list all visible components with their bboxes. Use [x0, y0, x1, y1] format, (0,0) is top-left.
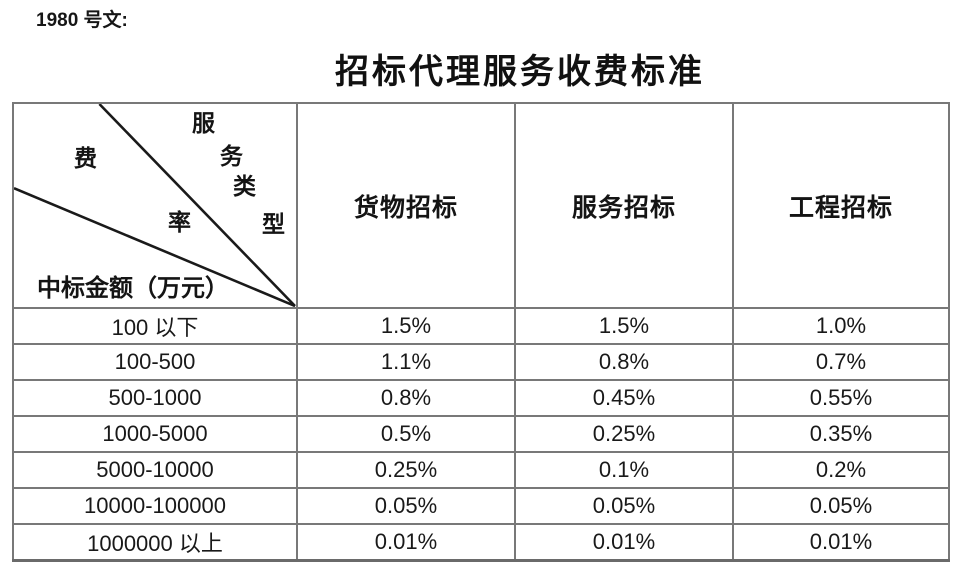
rate-cell-goods: 1.5% — [296, 307, 516, 345]
fee-standard-table: 服 务 类 型 费 率 中标金额（万元） 货物招标 服务招标 工程招标 100 … — [12, 102, 950, 562]
rate-cell-goods: 0.5% — [296, 415, 516, 453]
doc-ref-label: 1980 号文: — [36, 10, 128, 31]
row-label-amount-range: 10000-100000 — [12, 487, 298, 525]
rate-cell-goods: 0.25% — [296, 451, 516, 489]
diagonal-divider-lines — [14, 104, 296, 307]
rate-cell-service: 0.05% — [514, 487, 734, 525]
row-label-amount-range: 500-1000 — [12, 379, 298, 417]
table-row: 10000-100000 0.05% 0.05% 0.05% — [12, 487, 950, 525]
row-label-amount-range: 100 以下 — [12, 307, 298, 345]
rate-cell-goods: 0.01% — [296, 523, 516, 562]
table-row: 1000-5000 0.5% 0.25% 0.35% — [12, 415, 950, 453]
rate-cell-works: 0.7% — [732, 343, 950, 381]
rate-cell-works: 0.2% — [732, 451, 950, 489]
table-row: 100 以下 1.5% 1.5% 1.0% — [12, 307, 950, 345]
rate-cell-works: 0.35% — [732, 415, 950, 453]
rate-cell-goods: 0.8% — [296, 379, 516, 417]
column-header-service-bidding: 服务招标 — [514, 102, 734, 309]
rate-cell-goods: 1.1% — [296, 343, 516, 381]
table-row: 100-500 1.1% 0.8% 0.7% — [12, 343, 950, 381]
table-row: 1000000 以上 0.01% 0.01% 0.01% — [12, 523, 950, 562]
corner-label-fee-char: 费 — [74, 146, 97, 171]
corner-header-cell: 服 务 类 型 费 率 中标金额（万元） — [12, 102, 298, 309]
table-row: 5000-10000 0.25% 0.1% 0.2% — [12, 451, 950, 489]
rate-cell-works: 0.55% — [732, 379, 950, 417]
rate-cell-service: 0.01% — [514, 523, 734, 562]
rate-cell-service: 0.1% — [514, 451, 734, 489]
row-label-amount-range: 5000-10000 — [12, 451, 298, 489]
rate-cell-service: 0.45% — [514, 379, 734, 417]
corner-cell-content: 服 务 类 型 费 率 中标金额（万元） — [14, 104, 296, 307]
corner-label-bid-amount: 中标金额（万元） — [37, 276, 229, 302]
rate-cell-service: 1.5% — [514, 307, 734, 345]
row-label-amount-range: 1000-5000 — [12, 415, 298, 453]
corner-label-service-char-4: 型 — [262, 212, 285, 237]
rate-cell-service: 0.8% — [514, 343, 734, 381]
rate-cell-works: 0.05% — [732, 487, 950, 525]
column-header-works-bidding: 工程招标 — [732, 102, 950, 309]
corner-label-service-char-1: 服 — [192, 111, 215, 136]
column-header-goods-bidding: 货物招标 — [296, 102, 516, 309]
corner-label-rate-char: 率 — [168, 210, 191, 235]
rate-cell-service: 0.25% — [514, 415, 734, 453]
page-title: 招标代理服务收费标准 — [335, 54, 705, 91]
corner-label-service-char-2: 务 — [220, 144, 243, 169]
row-label-amount-range: 100-500 — [12, 343, 298, 381]
rate-cell-works: 1.0% — [732, 307, 950, 345]
corner-label-service-char-3: 类 — [233, 174, 256, 199]
table-header-row: 服 务 类 型 费 率 中标金额（万元） 货物招标 服务招标 工程招标 — [12, 102, 950, 309]
rate-cell-goods: 0.05% — [296, 487, 516, 525]
row-label-amount-range: 1000000 以上 — [12, 523, 298, 562]
rate-cell-works: 0.01% — [732, 523, 950, 562]
table-row: 500-1000 0.8% 0.45% 0.55% — [12, 379, 950, 417]
